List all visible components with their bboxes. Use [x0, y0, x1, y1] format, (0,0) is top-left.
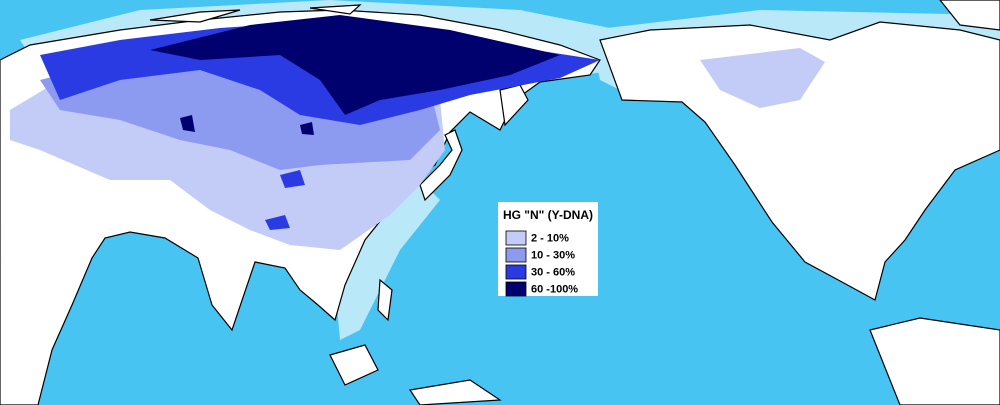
- legend-label: 30 - 60%: [531, 266, 575, 278]
- legend: HG "N" (Y-DNA) 2 - 10% 10 - 30% 30 - 60% 60…: [498, 202, 598, 297]
- south-america: [869, 317, 1000, 405]
- legend-label: 60 -100%: [531, 283, 578, 295]
- borneo: [329, 344, 379, 386]
- legend-swatch: [505, 264, 527, 280]
- region-na-2-10: [700, 48, 825, 108]
- legend-title: HG "N" (Y-DNA): [503, 208, 593, 222]
- new-guinea: [408, 379, 502, 405]
- legend-swatch: [505, 247, 527, 263]
- greenland: [939, 0, 1000, 31]
- legend-label: 10 - 30%: [531, 249, 575, 261]
- arctic-islands: [149, 4, 362, 23]
- region-60-100: [150, 15, 560, 115]
- north-america: [599, 21, 1000, 301]
- japan: [419, 129, 463, 202]
- region-spot-30-60: [265, 170, 305, 230]
- legend-label: 2 - 10%: [531, 232, 569, 244]
- legend-swatch: [505, 281, 527, 297]
- philippines: [377, 278, 393, 322]
- legend-swatch: [505, 230, 527, 246]
